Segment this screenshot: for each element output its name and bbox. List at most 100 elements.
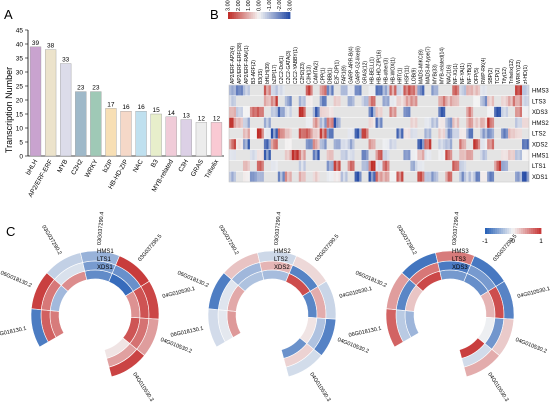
heatmap-cell <box>466 160 469 172</box>
heatmap-cell <box>275 95 278 107</box>
heatmap-cell <box>517 149 520 161</box>
heatmap-cell <box>259 95 262 107</box>
heatmap-cell <box>470 171 474 182</box>
heatmap-column-label: LOB(9) <box>411 68 417 84</box>
heatmap-cell <box>370 106 374 118</box>
heatmap-cell <box>426 95 430 107</box>
heatmap-cell <box>496 160 499 172</box>
x-tick-label: C3H <box>177 158 190 173</box>
heatmap-cell <box>470 138 474 150</box>
heatmap-cell <box>522 128 525 139</box>
heatmap-cell <box>280 117 283 129</box>
heatmap-cell <box>368 106 372 118</box>
heatmap-cell <box>394 138 397 150</box>
heatmap-cell <box>419 106 423 118</box>
heatmap-cell <box>491 160 495 172</box>
heatmap-cell <box>252 138 255 150</box>
heatmap-cell <box>294 85 297 96</box>
heatmap-cell <box>242 117 246 129</box>
heatmap-cell <box>396 95 399 107</box>
heatmap-cell <box>352 149 355 161</box>
x-tick-label: Trihelix <box>204 158 221 180</box>
heatmap-cell <box>398 149 402 161</box>
heatmap-cell <box>442 160 446 172</box>
heatmap-cell <box>463 171 467 182</box>
heatmap-cell <box>259 85 262 96</box>
heatmap-cell <box>368 85 372 96</box>
heatmap-cell <box>247 138 251 150</box>
c-legend-swatch <box>527 228 530 234</box>
heatmap-cell <box>249 138 253 150</box>
heatmap-cell <box>417 149 420 161</box>
heatmap-cell <box>370 117 374 129</box>
heatmap-cell <box>380 85 383 96</box>
heatmap-cell <box>522 85 525 96</box>
heatmap-frame <box>228 84 530 183</box>
heatmap-cell <box>487 138 490 150</box>
heatmap-cell <box>489 128 492 139</box>
heatmap-cell <box>461 106 465 118</box>
heatmap-cell <box>377 117 381 129</box>
heatmap-cell <box>266 95 269 107</box>
heatmap-cell <box>461 85 465 96</box>
heatmap-cell <box>475 128 478 139</box>
heatmap-cell <box>484 128 488 139</box>
heatmap-cell <box>417 160 420 172</box>
c-legend-swatch <box>525 228 528 234</box>
heatmap-row-label: LTS2 <box>532 132 547 138</box>
heatmap-cell <box>319 117 323 129</box>
y-tick-label: 5 <box>19 140 23 147</box>
heatmap-cell <box>231 160 234 172</box>
heatmap-cell <box>501 149 504 161</box>
heatmap-cell <box>235 106 239 118</box>
heatmap-cell <box>505 171 509 182</box>
heatmap-cell <box>510 171 513 182</box>
heatmap-panel-b: 3.00 2.00 1.00 0.00 -1.00 -2.00 3.00 AP2/ERF-A… <box>226 0 549 183</box>
heatmap-cell <box>303 171 306 182</box>
heatmap-cell <box>422 138 425 150</box>
heatmap-cell <box>345 95 348 107</box>
heatmap-cell <box>268 160 272 172</box>
c-legend-swatch <box>489 228 492 234</box>
heatmap-cell <box>289 171 292 182</box>
heatmap-cell <box>238 149 241 161</box>
bar-value-label: 33 <box>62 57 70 64</box>
heatmap-cell <box>466 128 469 139</box>
heatmap-cell <box>424 128 427 139</box>
heatmap-cell <box>498 106 502 118</box>
heatmap-cell <box>401 160 404 172</box>
heatmap-cell <box>433 128 437 139</box>
heatmap-cell <box>338 171 341 182</box>
heatmap-cell <box>473 171 476 182</box>
heatmap-cell <box>291 160 295 172</box>
heatmap-column-label: RWP-RK(4) <box>481 57 487 84</box>
heatmap-cell <box>435 171 439 182</box>
heatmap-cell <box>266 149 269 161</box>
heatmap-cell <box>235 160 239 172</box>
heatmap-cell <box>263 138 267 150</box>
heatmap-cell <box>303 117 306 129</box>
heatmap-cell <box>373 171 376 182</box>
heatmap-cell <box>363 149 367 161</box>
circular-heatmap: HMS2LTS2XDS206G018130.106G018130.203G037… <box>170 212 373 403</box>
heatmap-cell <box>284 106 288 118</box>
heatmap-cell <box>412 171 416 182</box>
heatmap-cell <box>296 160 299 172</box>
heatmap-cell <box>503 117 506 129</box>
heatmap-cell <box>356 95 360 107</box>
heatmap-cell <box>422 128 425 139</box>
heatmap-cell <box>435 138 439 150</box>
heatmap-cell <box>235 95 239 107</box>
heatmap-cell <box>340 138 344 150</box>
heatmap-cell <box>394 149 397 161</box>
heatmap-cell <box>289 128 292 139</box>
heatmap-cell <box>375 95 378 107</box>
heatmap-cell <box>515 128 518 139</box>
heatmap-cell <box>396 171 399 182</box>
heatmap-cell <box>491 106 495 118</box>
y-axis-label: Transcription Number <box>4 67 14 153</box>
heatmap-cell <box>233 95 237 107</box>
heatmap-cell <box>303 160 306 172</box>
ring-label: XDS1 <box>97 265 113 271</box>
heatmap-cell <box>370 171 374 182</box>
